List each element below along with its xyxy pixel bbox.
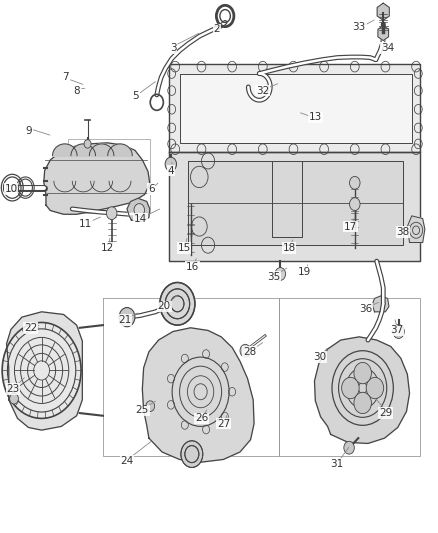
Circle shape: [134, 204, 145, 216]
Text: 22: 22: [24, 323, 37, 333]
Text: 15: 15: [177, 243, 191, 253]
Polygon shape: [89, 144, 114, 156]
Text: 18: 18: [283, 243, 296, 253]
Circle shape: [344, 441, 354, 454]
Text: 30: 30: [313, 352, 326, 362]
Polygon shape: [378, 26, 389, 41]
Circle shape: [275, 268, 286, 280]
Polygon shape: [180, 74, 412, 143]
Text: 32: 32: [256, 86, 269, 95]
Text: 26: 26: [195, 414, 208, 423]
Polygon shape: [169, 152, 420, 261]
Polygon shape: [71, 144, 95, 156]
Text: 25: 25: [136, 406, 149, 415]
Circle shape: [350, 176, 360, 189]
Circle shape: [181, 441, 203, 467]
Circle shape: [84, 140, 91, 148]
Text: 36: 36: [359, 304, 372, 314]
Text: 9: 9: [25, 126, 32, 135]
Circle shape: [10, 393, 18, 404]
Text: 6: 6: [148, 184, 155, 194]
Polygon shape: [108, 144, 132, 156]
Circle shape: [393, 325, 404, 338]
Polygon shape: [127, 198, 150, 221]
Polygon shape: [188, 161, 403, 245]
Text: 23: 23: [7, 384, 20, 394]
Polygon shape: [142, 328, 254, 462]
Polygon shape: [314, 337, 410, 443]
Text: 28: 28: [243, 347, 256, 357]
Polygon shape: [7, 312, 82, 430]
Circle shape: [165, 157, 177, 171]
Circle shape: [342, 377, 359, 399]
Text: 4: 4: [167, 166, 174, 175]
Polygon shape: [377, 3, 389, 20]
Text: 34: 34: [381, 43, 394, 53]
Polygon shape: [44, 143, 150, 214]
Text: 3: 3: [170, 43, 177, 53]
Text: 29: 29: [379, 408, 392, 418]
Text: 33: 33: [353, 22, 366, 31]
Circle shape: [240, 344, 251, 357]
Circle shape: [354, 362, 371, 384]
Text: 20: 20: [158, 302, 171, 311]
Polygon shape: [407, 216, 425, 243]
Polygon shape: [372, 296, 389, 312]
Text: 2: 2: [213, 25, 220, 34]
Text: 13: 13: [309, 112, 322, 122]
Text: 27: 27: [217, 419, 230, 429]
Circle shape: [119, 308, 135, 327]
Polygon shape: [53, 144, 77, 156]
Text: 14: 14: [134, 214, 147, 223]
Text: 17: 17: [344, 222, 357, 231]
Circle shape: [354, 392, 371, 414]
Text: 16: 16: [186, 262, 199, 271]
Circle shape: [146, 401, 155, 411]
Text: 37: 37: [390, 326, 403, 335]
Circle shape: [160, 282, 195, 325]
Text: 38: 38: [396, 227, 410, 237]
Text: 11: 11: [79, 219, 92, 229]
Text: 8: 8: [73, 86, 80, 95]
Text: 5: 5: [132, 91, 139, 101]
Text: 19: 19: [298, 267, 311, 277]
Polygon shape: [169, 64, 420, 152]
Text: 7: 7: [62, 72, 69, 82]
Text: 12: 12: [101, 243, 114, 253]
Circle shape: [350, 198, 360, 211]
Circle shape: [1, 321, 82, 419]
Text: 24: 24: [120, 456, 134, 466]
Circle shape: [106, 207, 117, 220]
Circle shape: [366, 377, 384, 399]
Text: 35: 35: [267, 272, 280, 282]
Text: 21: 21: [118, 315, 131, 325]
Text: 31: 31: [331, 459, 344, 469]
Text: 10: 10: [4, 184, 18, 194]
